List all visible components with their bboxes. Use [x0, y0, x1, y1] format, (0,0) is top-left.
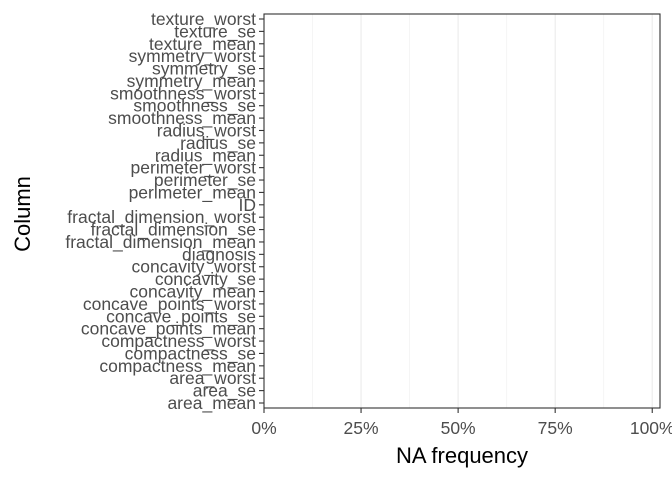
y-tick-label: radius_worst: [157, 120, 256, 141]
y-tick-label: smoothness_se: [133, 96, 256, 117]
y-tick-label: concave_points_se: [106, 306, 256, 327]
x-axis-title: NA frequency: [396, 443, 528, 468]
y-tick-label: concavity_worst: [132, 257, 257, 278]
y-tick-label: perimeter_worst: [131, 158, 257, 179]
y-tick-label: fractal_dimension_worst: [67, 207, 256, 228]
y-tick-label: symmetry_worst: [129, 46, 257, 67]
minor-gridlines: [312, 14, 605, 408]
y-tick-label: concavity_se: [155, 269, 256, 290]
x-tick-label: 75%: [538, 418, 573, 438]
y-axis-title: Column: [10, 176, 35, 252]
y-tick-label: symmetry_se: [152, 59, 256, 80]
y-tick-label: perimeter_se: [154, 170, 256, 191]
x-tick-label: 50%: [441, 418, 476, 438]
y-tick-label: concave_points_worst: [83, 294, 256, 315]
y-tick-label: symmetry_mean: [127, 71, 256, 92]
y-tick-label: radius_mean: [155, 145, 256, 166]
y-tick-label: texture_se: [174, 21, 256, 42]
x-axis-ticks: 0% 25% 50% 75% 100%: [251, 408, 672, 438]
y-tick-label: ID: [239, 195, 257, 215]
panel-border: [263, 13, 661, 409]
y-tick-label: compactness_mean: [99, 356, 256, 377]
y-tick-label: area_mean: [167, 393, 256, 414]
x-tick-label: 0%: [251, 418, 276, 438]
y-tick-label: fractal_dimension_mean: [65, 232, 256, 253]
y-tick-label: area_worst: [169, 368, 256, 389]
x-tick-label: 100%: [630, 418, 672, 438]
y-tick-label: concavity_mean: [130, 282, 256, 303]
major-gridlines: [263, 14, 653, 408]
y-tick-label: diagnosis: [182, 244, 256, 264]
y-axis-ticks: texture_worsttexture_setexture_meansymme…: [65, 9, 264, 414]
y-tick-label: radius_se: [180, 133, 256, 154]
y-tick-label: fractal_dimension_se: [91, 220, 256, 241]
y-tick-label: texture_worst: [151, 9, 256, 30]
y-tick-label: area_se: [193, 381, 256, 402]
y-tick-label: smoothness_worst: [110, 83, 256, 104]
y-tick-label: smoothness_mean: [108, 108, 256, 129]
y-tick-label: texture_mean: [149, 34, 256, 55]
y-tick-label: concave_points_mean: [81, 319, 256, 340]
y-tick-label: compactness_worst: [101, 331, 256, 352]
x-tick-label: 25%: [344, 418, 379, 438]
y-tick-label: perimeter_mean: [129, 182, 256, 203]
y-tick-label: compactness_se: [125, 343, 256, 364]
